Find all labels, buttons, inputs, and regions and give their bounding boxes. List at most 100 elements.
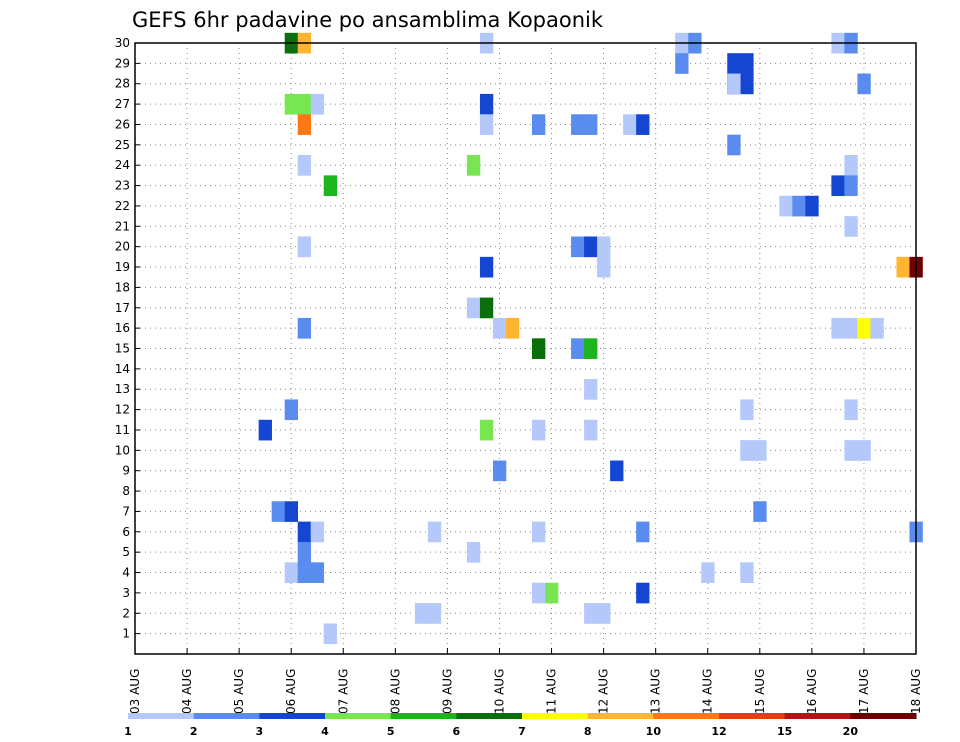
precip-cell <box>584 236 598 258</box>
x-tick-label: 17 AUG <box>857 669 871 714</box>
colorbar-swatch <box>653 713 720 719</box>
precip-cell <box>297 155 312 176</box>
y-tick-label: 23 <box>115 179 130 193</box>
x-tick-label: 13 AUG <box>649 669 663 714</box>
precip-cell <box>466 155 481 176</box>
precip-cell <box>532 338 546 359</box>
precip-cell <box>857 440 871 461</box>
precip-cell <box>466 297 481 319</box>
y-tick-label: 22 <box>115 199 130 213</box>
precip-cell <box>532 114 546 135</box>
y-tick-label: 18 <box>115 280 130 294</box>
precip-cell <box>727 53 741 74</box>
precipitation-cells <box>258 32 923 645</box>
colorbar-label: 3 <box>256 725 264 738</box>
x-tick-label: 15 AUG <box>753 669 767 714</box>
precip-cell <box>323 175 338 197</box>
colorbar-swatch <box>128 713 195 719</box>
colorbar-swatch <box>259 713 326 719</box>
x-tick-label: 14 AUG <box>701 669 715 714</box>
precip-cell <box>610 460 624 482</box>
x-tick-label: 18 AUG <box>909 669 923 714</box>
precip-cell <box>284 399 299 421</box>
precip-cell <box>636 114 650 135</box>
y-tick-label: 4 <box>122 566 130 580</box>
y-tick-label: 21 <box>115 219 130 233</box>
colorbar: 1 2 3 4 5 6 7 8 10 12 15 20 <box>124 713 917 738</box>
precip-cell <box>753 440 767 461</box>
precip-cell <box>297 236 312 258</box>
x-tick-label: 12 AUG <box>597 669 611 714</box>
y-tick-label: 26 <box>115 117 130 131</box>
x-tick-label: 10 AUG <box>492 669 506 714</box>
precip-cell <box>492 460 507 482</box>
precip-cell <box>675 53 689 74</box>
colorbar-swatch <box>587 713 654 719</box>
y-tick-label: 24 <box>115 158 130 172</box>
precip-cell <box>414 603 429 624</box>
colorbar-label: 10 <box>646 725 662 738</box>
y-tick-label: 7 <box>122 504 130 518</box>
y-tick-label: 19 <box>115 260 130 274</box>
precip-cell <box>584 338 598 359</box>
y-tick-label: 8 <box>122 484 130 498</box>
y-tick-label: 10 <box>115 443 130 457</box>
x-tick-label: 06 AUG <box>284 669 298 714</box>
precip-cell <box>597 603 611 624</box>
precip-cell <box>740 562 754 584</box>
precip-cell <box>727 73 741 95</box>
x-tick-label: 07 AUG <box>336 669 350 714</box>
precip-cell <box>831 175 845 197</box>
colorbar-label: 4 <box>321 725 329 738</box>
precip-cell <box>323 623 338 645</box>
precip-cell <box>740 399 754 421</box>
precip-cell <box>284 501 299 522</box>
colorbar-label: 6 <box>453 725 461 738</box>
precip-cell <box>584 603 598 624</box>
precip-cell <box>896 256 910 278</box>
precip-cell <box>779 195 793 217</box>
x-tick-label: 08 AUG <box>388 669 402 714</box>
colorbar-swatch <box>522 713 589 719</box>
precip-cell <box>805 195 819 217</box>
y-tick-label: 11 <box>115 423 130 437</box>
y-tick-label: 6 <box>122 525 130 539</box>
chart-title: GEFS 6hr padavine po ansamblima Kopaonik <box>132 8 604 32</box>
y-tick-label: 16 <box>115 321 130 335</box>
precip-cell <box>844 155 858 176</box>
precip-cell <box>284 562 299 584</box>
precip-cell <box>623 114 637 135</box>
precip-cell <box>857 73 871 95</box>
precip-cell <box>844 216 858 237</box>
precip-cell <box>844 175 858 197</box>
y-tick-label: 5 <box>122 545 130 559</box>
precip-cell <box>427 521 442 543</box>
precip-cell <box>466 541 481 563</box>
y-tick-label: 2 <box>122 606 130 620</box>
y-tick-label: 25 <box>115 138 130 152</box>
precip-cell <box>844 399 858 421</box>
y-tick-label: 1 <box>122 627 130 641</box>
colorbar-label: 1 <box>124 725 132 738</box>
x-tick-label: 09 AUG <box>440 669 454 714</box>
precip-cell <box>427 603 442 624</box>
precip-cell <box>297 562 312 584</box>
colorbar-swatch <box>193 713 260 719</box>
y-tick-label: 27 <box>115 97 130 111</box>
y-axis-ticks: 1234567891011121314151617181920212223242… <box>115 36 140 641</box>
precip-cell <box>479 93 494 115</box>
grid-lines <box>135 42 916 654</box>
colorbar-swatch <box>390 713 457 719</box>
colorbar-swatch <box>719 713 786 719</box>
precip-cell <box>258 419 272 441</box>
y-tick-label: 12 <box>115 403 130 417</box>
precip-cell <box>740 440 754 461</box>
precip-cell <box>297 541 312 563</box>
precip-cell <box>844 440 858 461</box>
precip-cell <box>636 521 650 543</box>
x-tick-label: 05 AUG <box>232 669 246 714</box>
precip-cell <box>532 582 546 604</box>
precip-cell <box>584 419 598 441</box>
precip-cell <box>584 114 598 135</box>
precip-cell <box>310 93 325 115</box>
